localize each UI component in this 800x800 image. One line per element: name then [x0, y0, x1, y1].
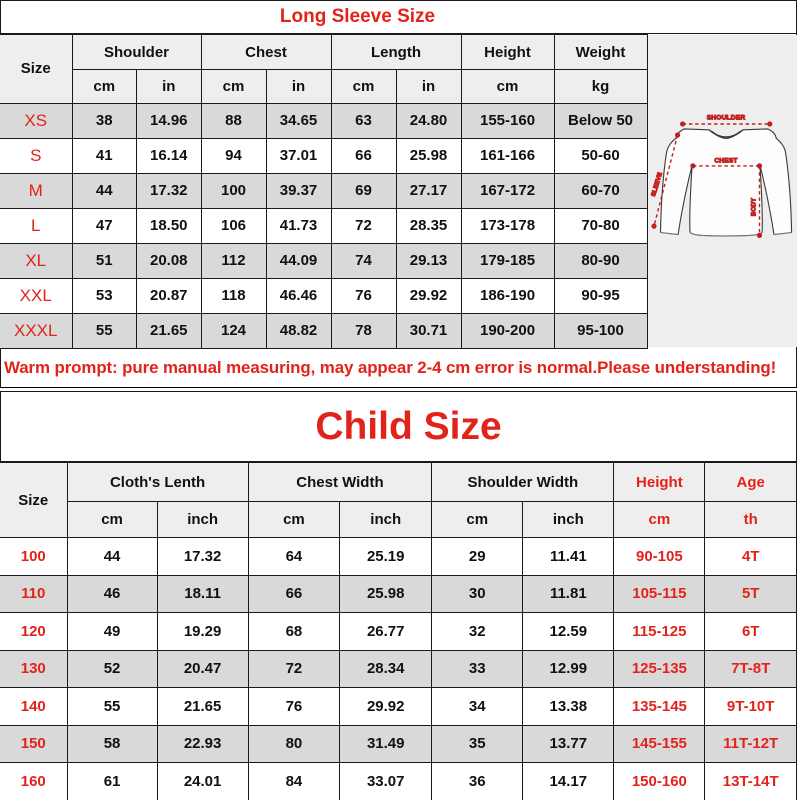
svg-text:BODY: BODY — [751, 197, 758, 216]
svg-text:SHOULDER: SHOULDER — [707, 115, 746, 122]
svg-text:CHEST: CHEST — [714, 157, 737, 164]
